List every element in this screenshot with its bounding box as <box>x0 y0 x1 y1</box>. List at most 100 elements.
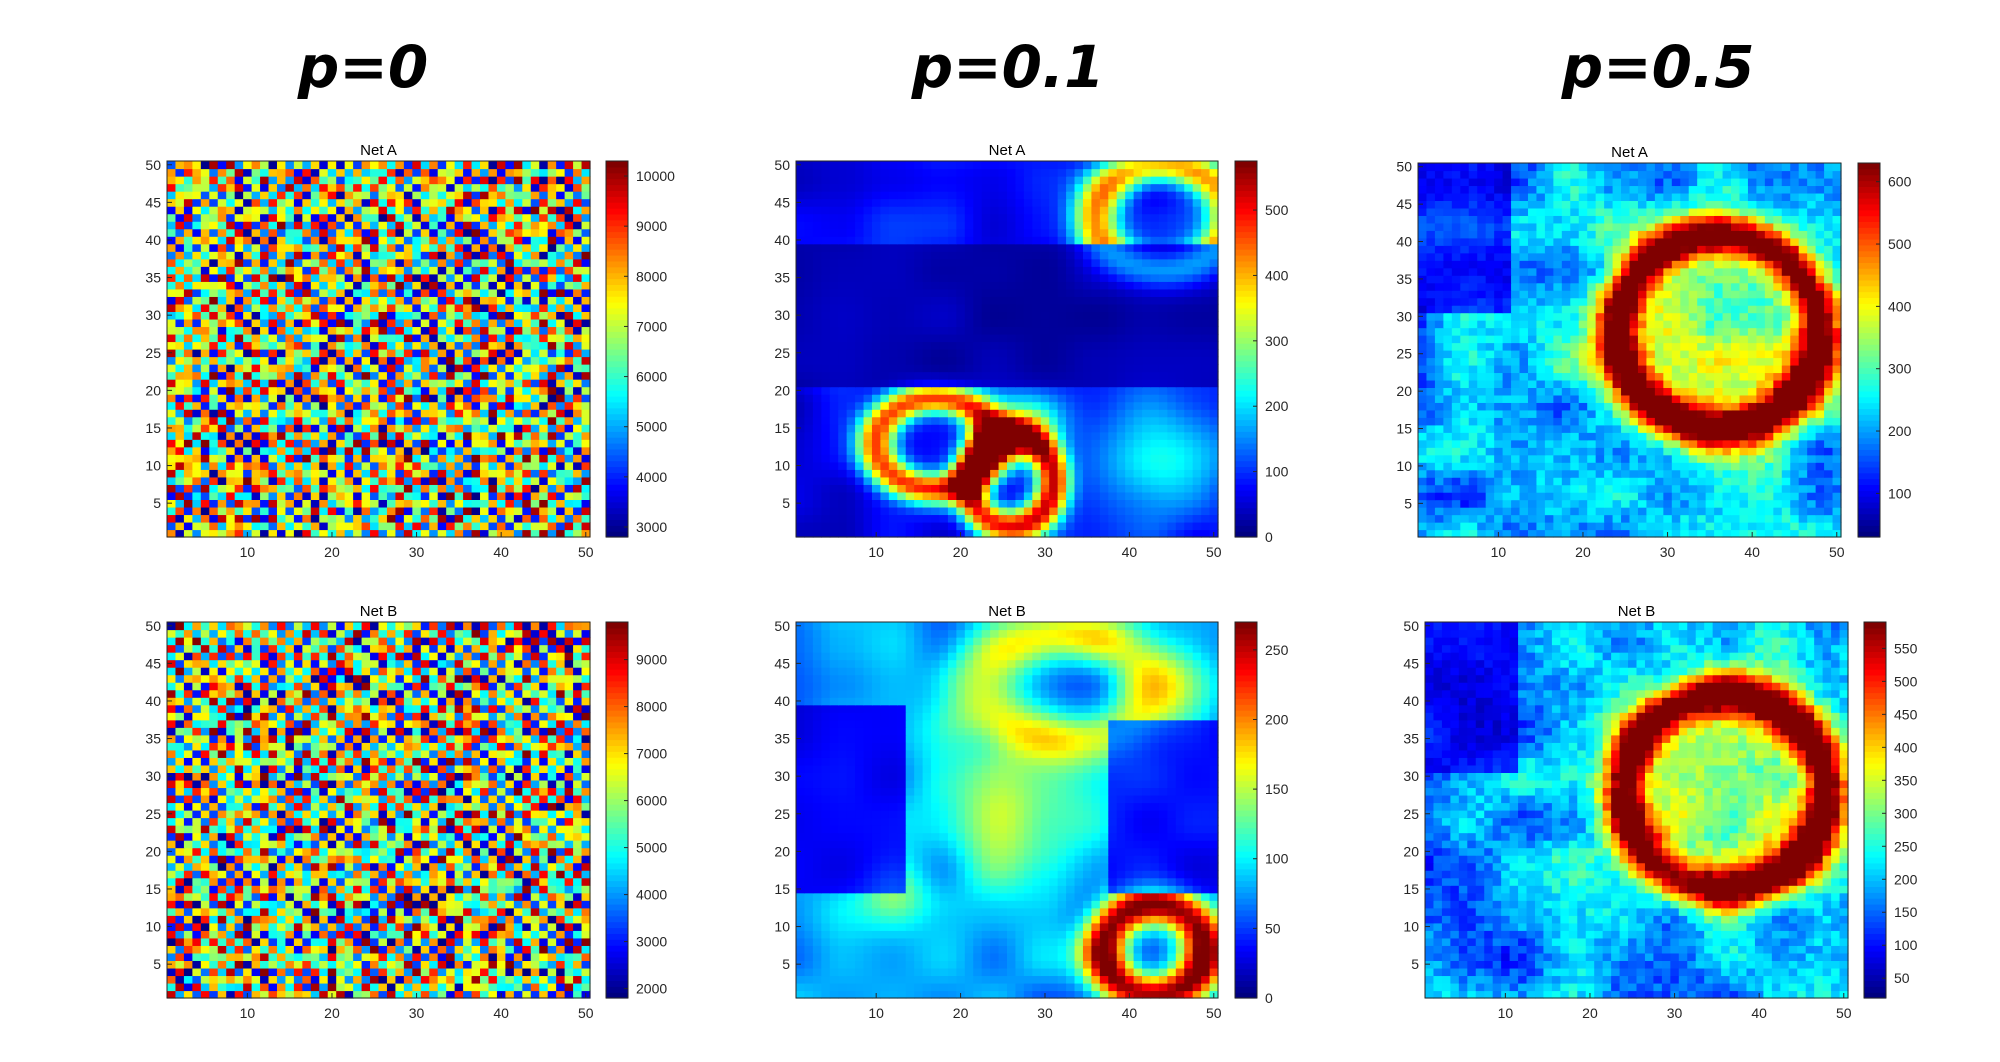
heatmap-cell <box>821 394 831 403</box>
heatmap-cell <box>353 161 363 170</box>
heatmap-cell <box>1023 371 1033 380</box>
heatmap-cell <box>319 476 329 485</box>
heatmap-cell <box>260 183 270 192</box>
heatmap-cell <box>505 198 515 207</box>
heatmap-cell <box>1192 446 1202 455</box>
heatmap-cell <box>1142 206 1152 215</box>
heatmap-cell <box>480 514 490 523</box>
heatmap-cell <box>200 431 210 440</box>
heatmap-cell <box>556 521 566 531</box>
heatmap-cell <box>471 416 481 425</box>
heatmap-cell <box>200 416 210 425</box>
heatmap-cell <box>1023 288 1033 297</box>
heatmap-cell <box>973 529 983 538</box>
heatmap-cell <box>905 341 915 350</box>
heatmap-cell <box>1133 491 1143 500</box>
heatmap-cell <box>200 439 210 448</box>
heatmap-cell <box>1192 296 1202 305</box>
heatmap-cell <box>209 303 219 312</box>
heatmap-cell <box>293 281 303 290</box>
heatmap-cell <box>581 318 591 328</box>
heatmap-cell <box>175 409 185 418</box>
heatmap-cell <box>1040 484 1050 493</box>
heatmap-cell <box>1007 469 1017 478</box>
heatmap-cell <box>1167 371 1177 380</box>
heatmap-cell <box>981 288 991 297</box>
heatmap-cell <box>251 394 261 403</box>
heatmap-cell <box>905 401 915 410</box>
heatmap-cell <box>1116 394 1126 403</box>
heatmap-cell <box>556 243 566 252</box>
heatmap-cell <box>310 371 320 380</box>
heatmap-cell <box>1108 191 1118 200</box>
heatmap-cell <box>370 499 380 508</box>
heatmap-cell <box>293 401 303 410</box>
heatmap-cell <box>914 514 924 523</box>
heatmap-cell <box>581 183 591 192</box>
heatmap-cell <box>192 364 202 373</box>
heatmap-cell <box>420 266 430 275</box>
heatmap-cell <box>302 469 312 478</box>
heatmap-cell <box>547 251 557 260</box>
heatmap-cell <box>480 469 490 478</box>
heatmap-cell <box>226 364 236 373</box>
heatmap-cell <box>293 288 303 297</box>
heatmap-cell <box>1133 318 1143 328</box>
heatmap-cell <box>395 356 405 365</box>
heatmap-cell <box>1201 469 1211 478</box>
heatmap-cell <box>838 341 848 350</box>
heatmap-cell <box>412 183 422 192</box>
heatmap-cell <box>234 333 244 343</box>
heatmap-cell <box>838 333 848 343</box>
heatmap-cell <box>463 258 473 267</box>
heatmap-cell <box>947 491 957 500</box>
heatmap-cell <box>855 318 865 328</box>
heatmap-cell <box>386 506 397 516</box>
heatmap-cell <box>310 198 320 207</box>
heatmap-cell <box>990 206 1000 215</box>
colorbar-step <box>606 507 628 515</box>
heatmap-cell <box>310 221 320 230</box>
heatmap-cell <box>973 461 983 470</box>
heatmap-cell <box>973 288 983 297</box>
heatmap-cell <box>1150 409 1160 418</box>
heatmap-cell <box>1015 251 1025 260</box>
heatmap-cell <box>998 514 1008 523</box>
heatmap-cell <box>796 461 806 470</box>
heatmap-cell <box>302 281 312 290</box>
heatmap-cell <box>1099 446 1109 455</box>
heatmap-cell <box>871 401 881 410</box>
heatmap-cell <box>471 213 481 222</box>
heatmap-cell <box>412 371 422 380</box>
heatmap-cell <box>260 469 270 478</box>
heatmap-cell <box>1142 288 1152 297</box>
heatmap-cell <box>361 364 371 373</box>
heatmap-cell <box>302 183 312 192</box>
heatmap-cell <box>327 236 337 245</box>
heatmap-cell <box>1023 191 1033 200</box>
heatmap-cell <box>285 168 295 177</box>
heatmap-cell <box>812 371 822 380</box>
heatmap-cell <box>513 356 523 365</box>
heatmap-cell <box>1066 499 1076 508</box>
heatmap-cell <box>243 206 253 215</box>
heatmap-cell <box>1082 356 1092 365</box>
heatmap-cell <box>931 176 941 185</box>
heatmap-cell <box>947 454 957 463</box>
heatmap-cell <box>981 349 991 358</box>
heatmap-cell <box>1116 446 1126 455</box>
heatmap-cell <box>234 251 244 260</box>
heatmap-cell <box>353 288 363 297</box>
heatmap-cell <box>1040 341 1050 350</box>
heatmap-cell <box>395 476 405 485</box>
heatmap-cell <box>446 213 456 222</box>
heatmap-cell <box>939 206 949 215</box>
heatmap-cell <box>956 243 966 252</box>
heatmap-cell <box>804 401 814 410</box>
heatmap-cell <box>480 228 490 237</box>
heatmap-cell <box>922 349 932 358</box>
heatmap-cell <box>1158 318 1168 328</box>
heatmap-cell <box>285 266 295 275</box>
heatmap-cell <box>226 356 236 365</box>
heatmap-cell <box>370 206 380 215</box>
